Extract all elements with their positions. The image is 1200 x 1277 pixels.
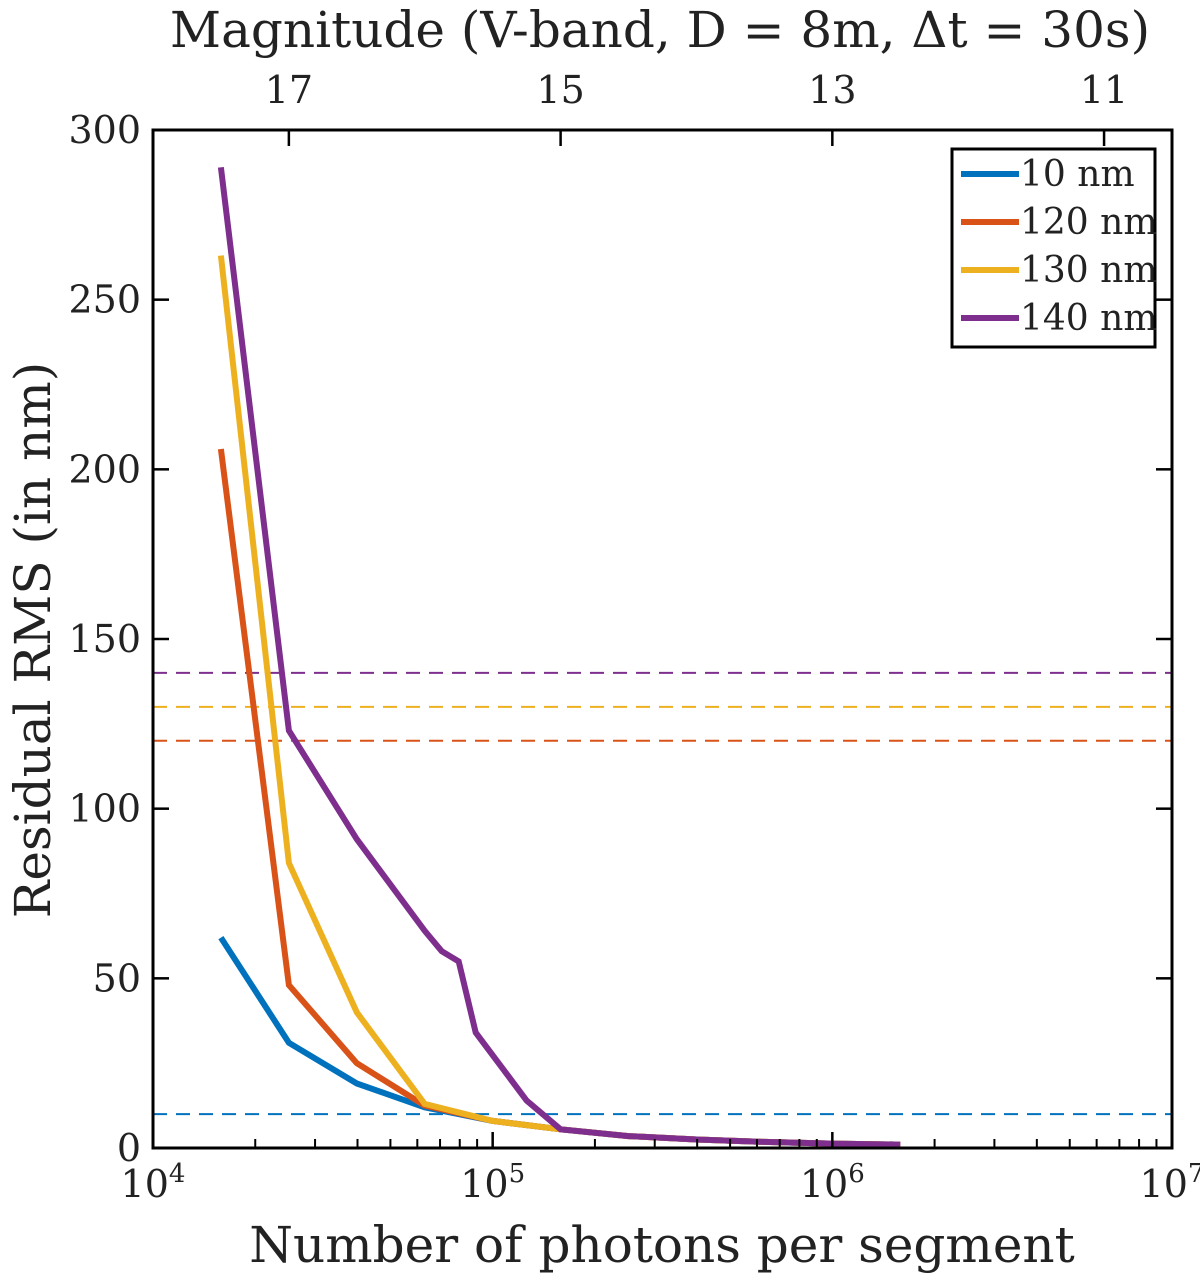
legend-label: 130 nm	[1020, 250, 1157, 291]
y-tick-label: 300	[68, 108, 141, 152]
x-tick-label: 104	[121, 1159, 186, 1206]
plot-series	[217, 166, 901, 1148]
top-tick-label: 15	[536, 68, 584, 112]
top-axis-title: Magnitude (V-band, D = 8m, Δt = 30s)	[170, 1, 1150, 59]
y-tick-label: 100	[68, 787, 141, 831]
x-tick-label: 106	[800, 1159, 865, 1206]
y-tick-label: 50	[93, 956, 141, 1000]
top-axis-ticks: 17 15 13 11	[265, 68, 1128, 146]
legend: 10 nm 120 nm 130 nm 140 nm	[950, 147, 1157, 349]
x-axis-ticks: 104 105 106 107	[121, 1132, 1200, 1206]
top-tick-label: 11	[1080, 68, 1128, 112]
series-line	[217, 166, 901, 1148]
threshold-lines	[153, 671, 1172, 1116]
y-axis-title: Residual RMS (in nm)	[4, 362, 62, 919]
x-tick-label: 105	[460, 1159, 525, 1206]
y-tick-label: 0	[117, 1126, 141, 1170]
legend-label: 120 nm	[1020, 202, 1157, 243]
legend-label: 10 nm	[1020, 154, 1135, 195]
plot-frame	[151, 128, 1174, 1150]
y-axis-ticks: 0 50 100 150 200 250 300	[68, 108, 1172, 1170]
y-tick-label: 150	[68, 617, 141, 661]
y-tick-label: 250	[68, 278, 141, 322]
x-tick-label: 107	[1140, 1159, 1200, 1206]
y-tick-label: 200	[68, 447, 141, 491]
legend-box	[950, 147, 1157, 349]
top-tick-label: 13	[808, 68, 856, 112]
series-line	[217, 255, 901, 1148]
top-tick-label: 17	[265, 68, 313, 112]
legend-label: 140 nm	[1020, 298, 1157, 339]
series-line	[217, 448, 901, 1148]
x-axis-title: Number of photons per segment	[249, 1216, 1074, 1274]
